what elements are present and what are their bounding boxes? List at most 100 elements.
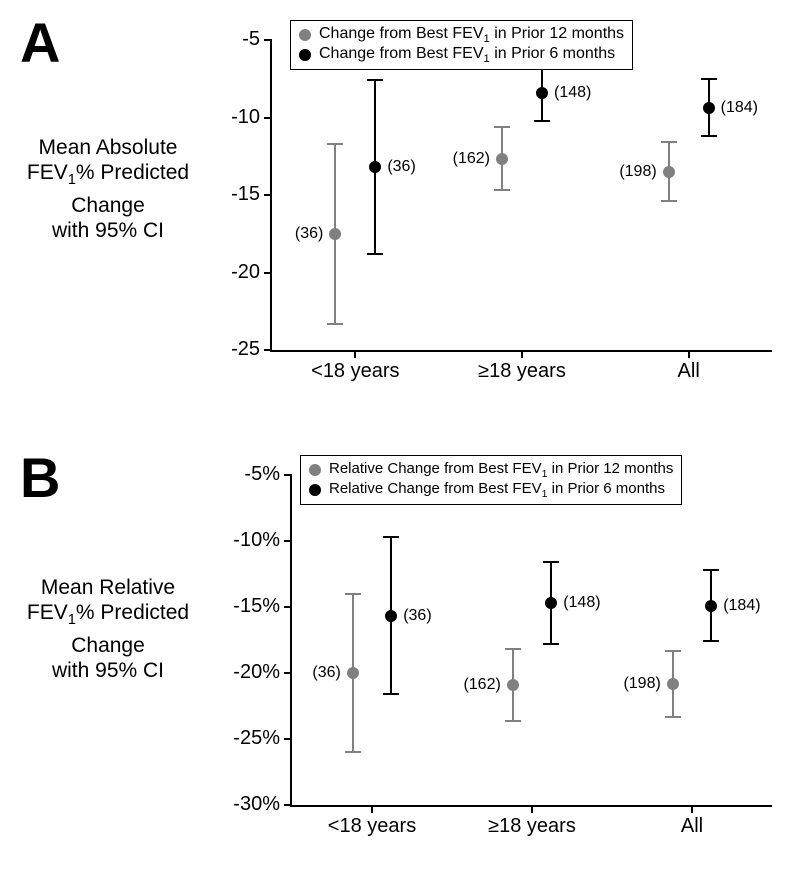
- legend-marker: [309, 484, 321, 496]
- data-marker: [545, 597, 557, 609]
- data-marker: [369, 161, 381, 173]
- n-label: (184): [723, 597, 760, 615]
- legend: Relative Change from Best FEV1 in Prior …: [300, 455, 682, 505]
- y-axis-label-line: Mean Absolute: [8, 135, 208, 160]
- n-label: (162): [453, 150, 490, 168]
- n-label: (36): [295, 225, 323, 243]
- x-tick-mark: [688, 350, 690, 358]
- y-tick-mark: [284, 540, 292, 542]
- x-tick-label: <18 years: [328, 815, 416, 838]
- y-tick-label: -5: [242, 28, 260, 51]
- legend-item: Change from Best FEV1 in Prior 12 months: [299, 25, 624, 45]
- error-cap: [661, 141, 677, 143]
- x-tick-label: All: [678, 360, 700, 383]
- x-tick-mark: [371, 805, 373, 813]
- panel-label: B: [20, 445, 60, 510]
- data-marker: [667, 678, 679, 690]
- data-marker: [496, 153, 508, 165]
- data-marker: [507, 679, 519, 691]
- y-tick-mark: [264, 117, 272, 119]
- x-tick-mark: [354, 350, 356, 358]
- error-cap: [701, 78, 717, 80]
- y-tick-mark: [264, 39, 272, 41]
- error-cap: [327, 143, 343, 145]
- data-marker: [663, 166, 675, 178]
- panel-A: AMean AbsoluteFEV1% PredictedChangewith …: [0, 10, 800, 410]
- data-marker: [705, 600, 717, 612]
- legend-item: Relative Change from Best FEV1 in Prior …: [309, 480, 673, 500]
- x-tick-label: All: [681, 815, 703, 838]
- n-label: (36): [312, 664, 340, 682]
- error-cap: [494, 126, 510, 128]
- legend-marker: [299, 29, 311, 41]
- x-tick-label: ≥18 years: [478, 360, 566, 383]
- y-tick-mark: [264, 272, 272, 274]
- legend-marker: [299, 49, 311, 61]
- y-tick-label: -15%: [233, 595, 280, 618]
- error-cap: [505, 720, 521, 722]
- y-tick-mark: [284, 672, 292, 674]
- y-tick-label: -25: [231, 338, 260, 361]
- error-cap: [701, 135, 717, 137]
- n-label: (148): [554, 84, 591, 102]
- x-tick-mark: [691, 805, 693, 813]
- error-cap: [661, 200, 677, 202]
- y-axis-label-line: Change: [8, 193, 208, 218]
- y-tick-label: -30%: [233, 793, 280, 816]
- error-cap: [665, 650, 681, 652]
- y-tick-label: -20: [231, 261, 260, 284]
- x-tick-mark: [521, 350, 523, 358]
- error-cap: [703, 640, 719, 642]
- error-cap: [543, 561, 559, 563]
- n-label: (36): [403, 607, 431, 625]
- y-axis-label-line: FEV1% Predicted: [8, 600, 208, 633]
- y-tick-mark: [264, 349, 272, 351]
- panel-B: B Mean RelativeFEV1% PredictedChangewith …: [0, 445, 800, 865]
- x-tick-label: <18 years: [311, 360, 399, 383]
- error-cap: [703, 569, 719, 571]
- error-cap: [543, 643, 559, 645]
- data-marker: [385, 610, 397, 622]
- y-tick-label: -25%: [233, 727, 280, 750]
- y-tick-mark: [264, 194, 272, 196]
- legend-item: Relative Change from Best FEV1 in Prior …: [309, 460, 673, 480]
- y-axis-label-line: Mean Relative: [8, 575, 208, 600]
- x-tick-mark: [531, 805, 533, 813]
- legend-marker: [309, 464, 321, 476]
- y-tick-label: -15: [231, 183, 260, 206]
- error-cap: [534, 120, 550, 122]
- legend-label: Change from Best FEV1 in Prior 6 months: [319, 45, 615, 65]
- data-marker: [703, 102, 715, 114]
- n-label: (162): [463, 676, 500, 694]
- legend-label: Change from Best FEV1 in Prior 12 months: [319, 25, 624, 45]
- y-tick-mark: [284, 738, 292, 740]
- error-cap: [505, 648, 521, 650]
- y-tick-label: -10: [231, 106, 260, 129]
- y-tick-mark: [284, 606, 292, 608]
- y-axis-label-line: with 95% CI: [8, 658, 208, 683]
- n-label: (148): [563, 594, 600, 612]
- y-tick-mark: [284, 804, 292, 806]
- error-cap: [367, 253, 383, 255]
- error-cap: [345, 751, 361, 753]
- plot-area: -5-10-15-20-25<18 years≥18 yearsAll(36)(…: [270, 40, 772, 352]
- n-label: (198): [619, 163, 656, 181]
- y-axis-label-line: with 95% CI: [8, 218, 208, 243]
- error-cap: [327, 323, 343, 325]
- error-cap: [494, 189, 510, 191]
- error-cap: [345, 593, 361, 595]
- plot-area: -5%-10%-15%-20%-25%-30%<18 years≥18 year…: [290, 475, 772, 807]
- y-tick-label: -10%: [233, 529, 280, 552]
- y-tick-label: -20%: [233, 661, 280, 684]
- data-marker: [536, 87, 548, 99]
- y-axis-label: Mean RelativeFEV1% PredictedChangewith 9…: [8, 575, 208, 683]
- x-tick-label: ≥18 years: [488, 815, 576, 838]
- n-label: (184): [721, 99, 758, 117]
- legend-label: Relative Change from Best FEV1 in Prior …: [329, 480, 665, 500]
- data-marker: [329, 228, 341, 240]
- legend-item: Change from Best FEV1 in Prior 6 months: [299, 45, 624, 65]
- n-label: (36): [387, 158, 415, 176]
- y-tick-mark: [284, 474, 292, 476]
- error-cap: [383, 693, 399, 695]
- y-tick-label: -5%: [244, 463, 280, 486]
